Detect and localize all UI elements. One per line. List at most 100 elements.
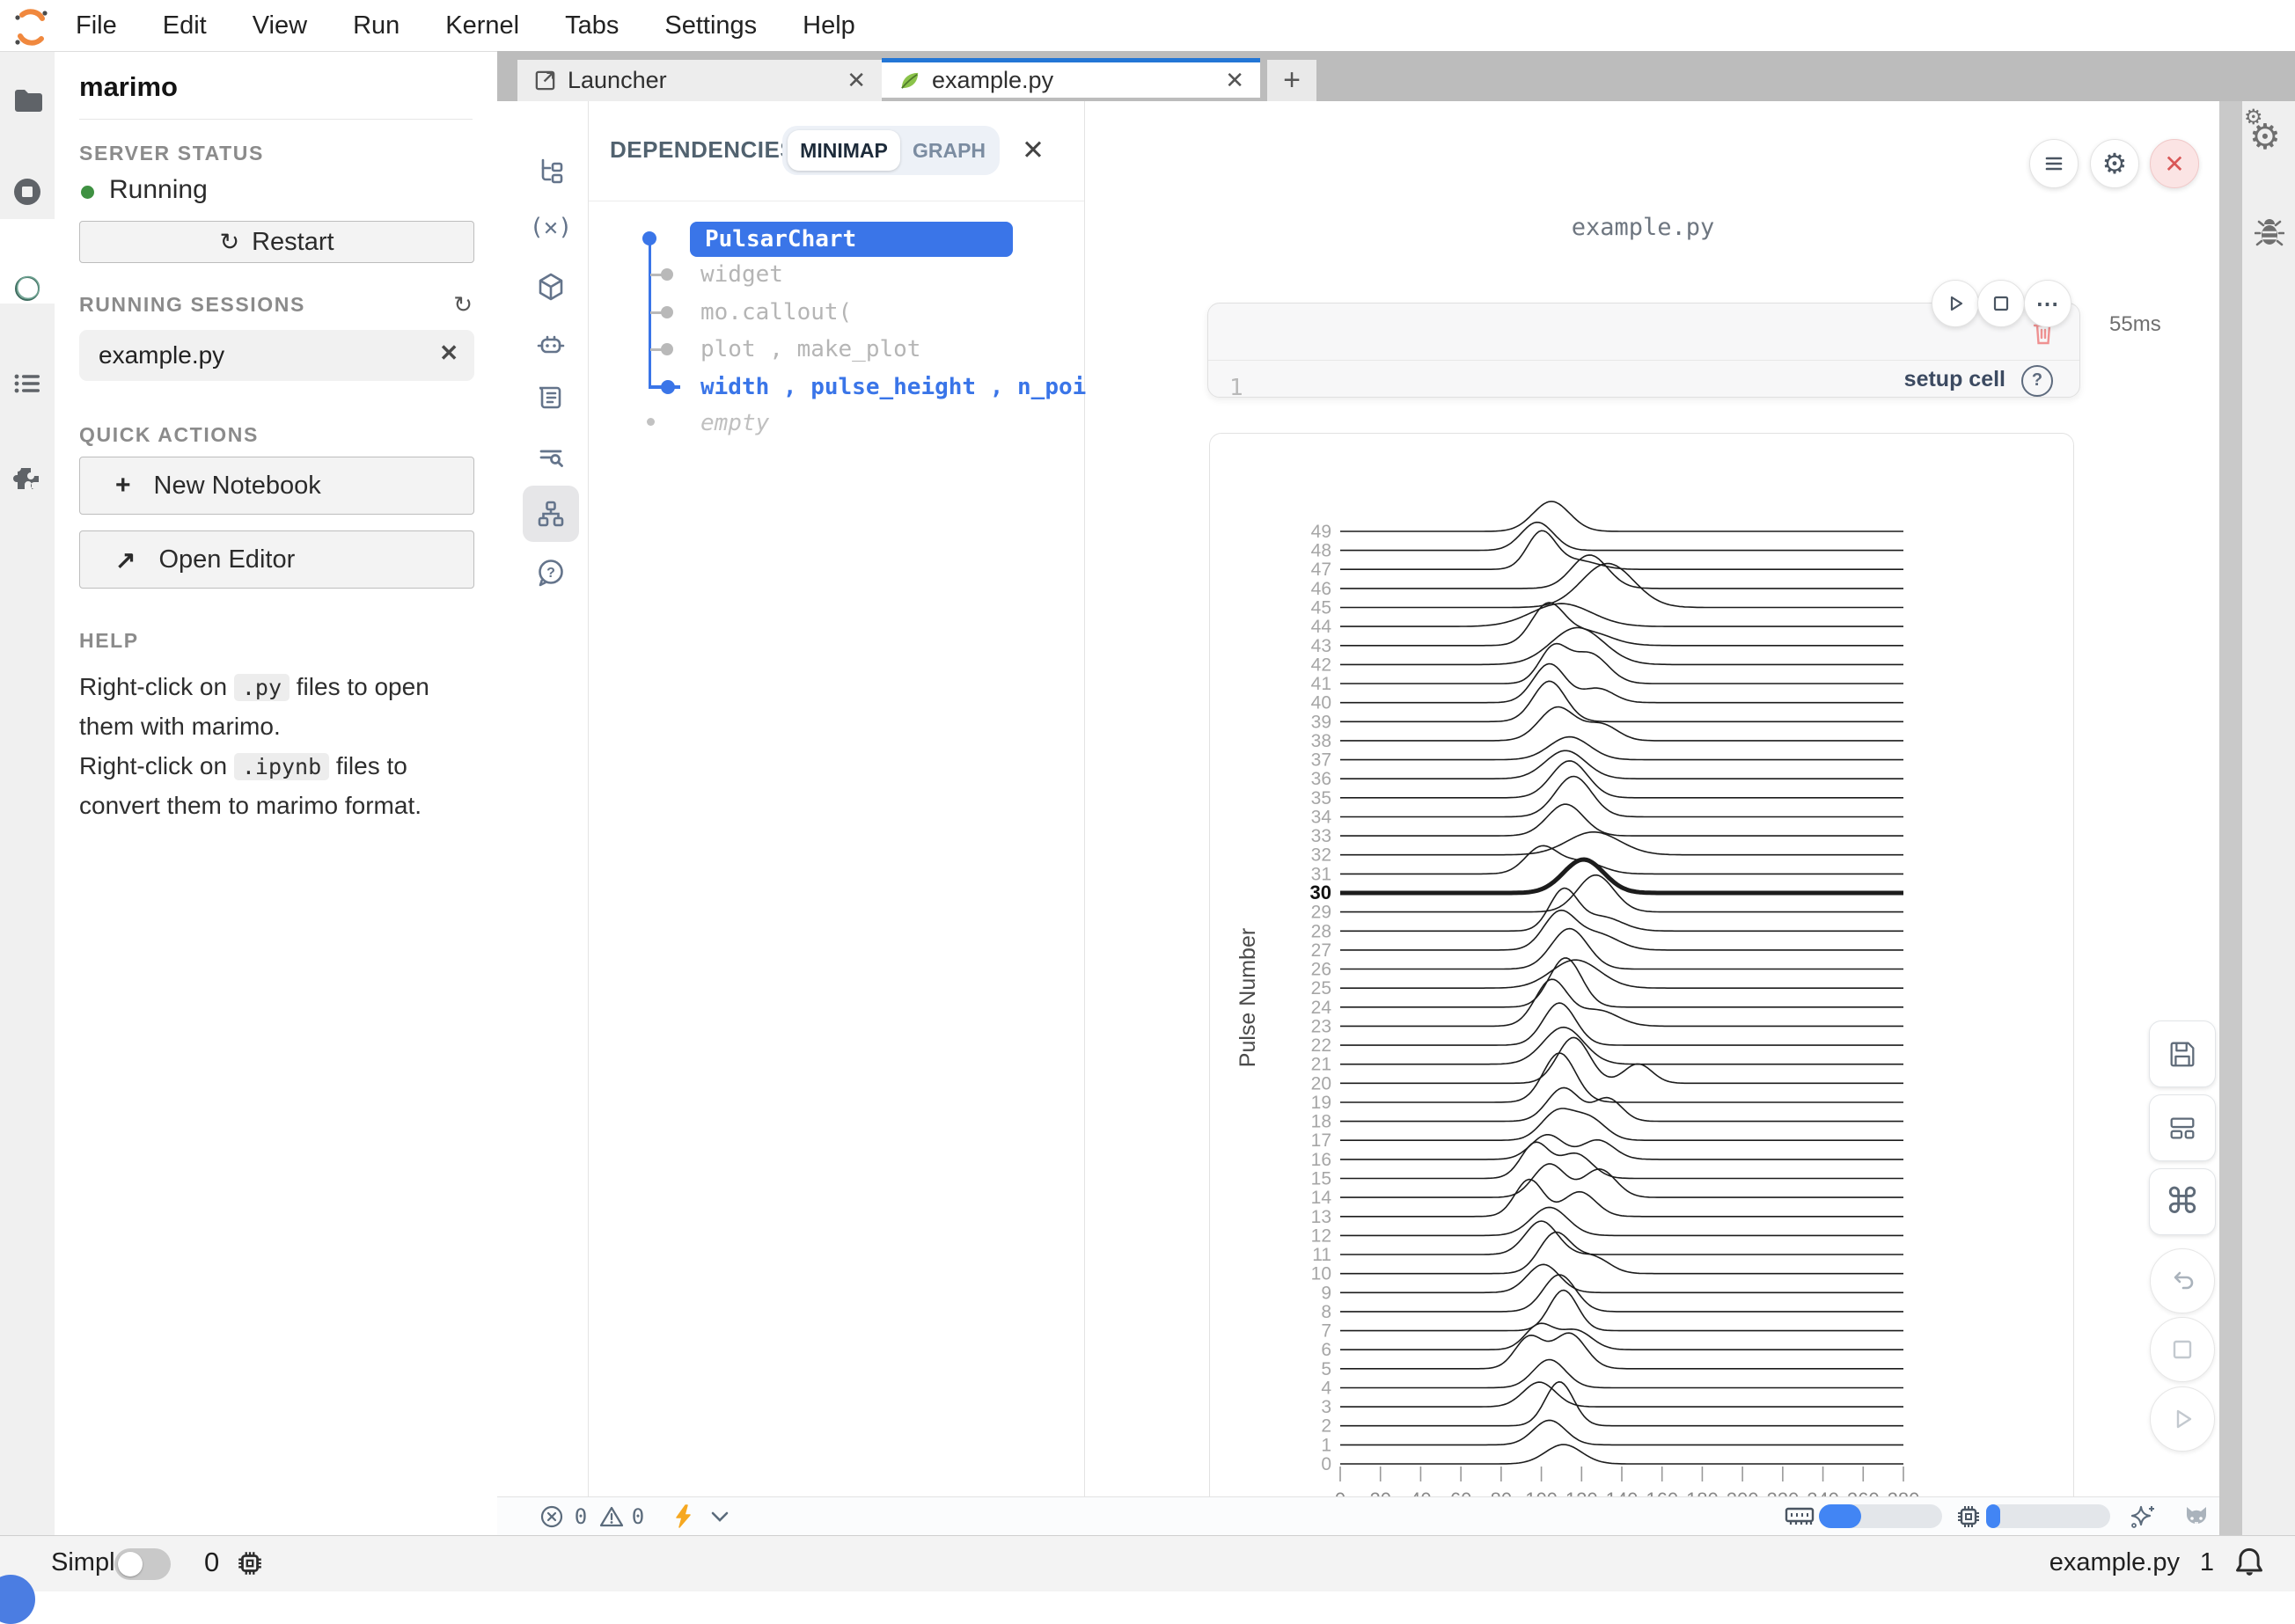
dep-item-plot[interactable]: plot , make_plot [700,336,921,362]
ai-robot-icon[interactable] [535,328,567,360]
pulse-tick-label: 26 [1311,960,1331,980]
save-notebook-button[interactable] [2149,1020,2216,1087]
table-of-contents-icon[interactable] [12,369,42,399]
refresh-sessions-icon[interactable]: ↻ [453,291,473,318]
restart-button[interactable]: ↻ Restart [79,221,474,263]
x-tick-label: 140 [1606,1489,1639,1497]
marimo-sidebar-panel: marimo SERVER STATUS Running ↻ Restart R… [55,51,498,1536]
errors-icon[interactable] [539,1504,564,1529]
close-tab-icon[interactable]: ✕ [1225,66,1244,93]
packages-cube-icon[interactable] [535,271,567,303]
tab-example-py[interactable]: example.py ✕ [882,58,1260,98]
pulse-line-42 [1340,626,1903,666]
tab-launcher[interactable]: Launcher ✕ [517,60,882,101]
menu-item-tabs[interactable]: Tabs [565,11,620,40]
logs-search-icon[interactable] [535,441,567,472]
session-item[interactable]: example.py ✕ [79,330,474,381]
x-tick-label: 260 [1847,1489,1880,1497]
undo-button[interactable] [2150,1248,2215,1313]
menu-item-kernel[interactable]: Kernel [445,11,520,40]
pulse-line-36 [1340,750,1903,779]
pulse-line-49 [1340,501,1903,532]
x-tick-label: 60 [1450,1489,1471,1497]
close-panel-icon[interactable]: ✕ [1022,135,1045,165]
new-tab-button[interactable]: + [1267,60,1316,101]
shutdown-button[interactable]: ✕ [2150,139,2199,188]
dep-item-pulsarchart[interactable]: PulsarChart [690,222,1013,257]
pulse-tick-label: 18 [1311,1112,1331,1132]
settings-gears-icon[interactable]: ⚙ [2249,118,2281,157]
menu-item-view[interactable]: View [252,11,308,40]
x-tick-label: 80 [1491,1489,1512,1497]
window-scrollbar[interactable] [2219,101,2242,1535]
run-all-button[interactable] [2150,1386,2215,1452]
menu-item-edit[interactable]: Edit [162,11,207,40]
pulse-tick-label: 15 [1311,1169,1331,1189]
pulse-line-4 [1340,1358,1903,1389]
keyboard-shortcuts-button[interactable]: ⌘ [2149,1168,2216,1235]
play-icon [1950,296,1963,311]
dep-item-callout[interactable]: mo.callout( [700,299,853,326]
file-tree-icon[interactable] [535,156,567,187]
setup-help-icon[interactable]: ? [2021,365,2053,397]
menu-item-run[interactable]: Run [353,11,400,40]
pulse-tick-label: 16 [1311,1150,1331,1170]
pulse-line-17 [1340,1108,1903,1141]
pulse-line-29 [1340,874,1903,913]
debug-bug-icon[interactable] [2255,217,2284,249]
layout-toggle-button[interactable] [2149,1094,2216,1161]
notebook-settings-button[interactable]: ⚙ [2090,139,2139,188]
pulse-tick-label: 42 [1311,655,1331,675]
run-mode-lightning-icon[interactable] [672,1503,697,1530]
cell-more-button[interactable]: ⋯ [2024,280,2071,327]
x-tick-label: 180 [1686,1489,1719,1497]
x-tick-label: 280 [1888,1489,1920,1497]
warnings-icon[interactable] [598,1504,625,1529]
pulse-tick-label: 17 [1311,1130,1331,1151]
new-notebook-button[interactable]: + New Notebook [79,457,474,515]
notebook-menu-button[interactable] [2029,139,2079,188]
dep-item-widget[interactable]: widget [700,261,783,288]
pulse-tick-label: 47 [1311,560,1331,580]
interrupt-button[interactable] [2150,1317,2215,1382]
menu-bar: File Edit View Run Kernel Tabs Settings Help [0,0,2295,51]
dependency-graph-icon[interactable] [535,498,567,530]
file-browser-icon[interactable] [12,85,42,115]
setup-cell[interactable]: 1 import marimo as mo setup cell ? [1207,280,2080,457]
hamburger-icon [2045,157,2063,171]
extensions-puzzle-icon[interactable] [12,464,42,494]
menu-item-settings[interactable]: Settings [664,11,758,40]
menu-item-help[interactable]: Help [803,11,855,40]
variables-icon[interactable]: (✕) [529,214,573,241]
simple-mode-toggle[interactable] [114,1548,171,1580]
bell-icon[interactable] [2233,1545,2265,1580]
cat-assistant-icon[interactable] [2181,1503,2211,1530]
marimo-panel-icon[interactable] [12,274,42,304]
tree-stub [650,348,664,351]
close-session-icon[interactable]: ✕ [439,340,458,366]
pulse-tick-label: 3 [1321,1397,1331,1417]
dep-item-width[interactable]: width , pulse_height , n_poi [700,374,1087,400]
toggle-minimap[interactable]: MINIMAP [788,130,900,171]
tree-stub [650,274,664,276]
running-kernels-icon[interactable] [12,177,42,207]
pulse-tick-label: 31 [1311,864,1331,884]
pulse-line-13 [1340,1178,1903,1218]
toggle-graph[interactable]: GRAPH [912,138,986,162]
pulse-line-40 [1340,662,1903,704]
activity-bar [0,51,55,1536]
menu-item-file[interactable]: File [76,11,117,40]
notebook-view: ⚙ ✕ example.py 1 import marimo as mo set… [1084,101,2219,1497]
ram-progress-fill [1819,1504,1861,1528]
run-cell-button[interactable] [1932,280,1979,327]
open-editor-button[interactable]: ↗ Open Editor [79,530,474,589]
scratchpad-scroll-icon[interactable] [535,382,567,413]
chip-status-icon[interactable] [236,1549,264,1577]
close-tab-icon[interactable]: ✕ [847,67,866,93]
stop-cell-button[interactable] [1977,280,2025,327]
chevron-down-icon[interactable] [710,1511,730,1523]
x-tick-label: 40 [1410,1489,1431,1497]
help-bubble-icon[interactable]: ? [535,557,567,589]
ai-sparkle-icon[interactable] [2129,1503,2157,1531]
dep-item-empty[interactable]: empty [700,410,770,436]
